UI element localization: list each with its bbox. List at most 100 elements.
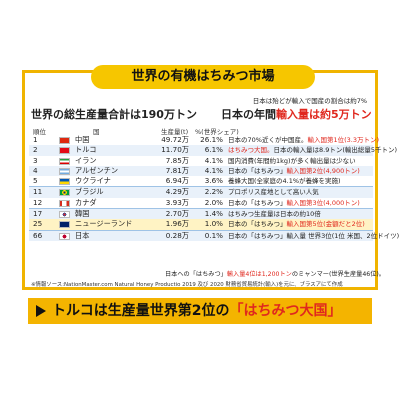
table-row: 2 トルコ 11.70万 6.1% はちみつ大国。日本の輸入量は8.9トン(輸出… bbox=[29, 145, 397, 156]
rank: 17 bbox=[33, 209, 43, 219]
country-header: 国 bbox=[93, 128, 100, 136]
share: 1.0% bbox=[204, 219, 223, 229]
comment: 国内消費(年間約1kg)が多く輸出量は少ない bbox=[228, 156, 356, 165]
production-header: 生産量(t) bbox=[161, 128, 189, 136]
country: アルゼンチン bbox=[75, 165, 119, 175]
table-row: 25 ニュージーランド 1.96万 1.0% 日本の「はちみつ」輸入国第5位(金… bbox=[29, 219, 373, 230]
comment-highlight: はちみつ大国。 bbox=[228, 146, 274, 155]
production: 7.81万 bbox=[165, 165, 189, 175]
production: 4.29万 bbox=[165, 187, 189, 197]
rank: 3 bbox=[33, 155, 38, 165]
table-row: 11 ブラジル 4.29万 2.2% プロポリス産地として高い人気 bbox=[29, 186, 373, 198]
rank: 11 bbox=[33, 187, 43, 197]
country: イラン bbox=[75, 155, 97, 165]
ukraine-flag-icon bbox=[59, 178, 70, 186]
japan-import-note: 日本は殆どが輸入で国産の割合は約7% bbox=[252, 97, 367, 105]
japan-import-subtitle: 日本の年間輸入量は約5万トン bbox=[221, 106, 372, 122]
footnote-text: 日本への「はちみつ」 bbox=[165, 271, 227, 278]
share: 0.1% bbox=[204, 230, 223, 240]
rank: 12 bbox=[33, 197, 43, 207]
comment: プロポリス産地として高い人気 bbox=[228, 188, 319, 197]
banner-prefix: トルコは生産量世界第2位の bbox=[52, 303, 230, 319]
comment-highlight: 輸入国第2位(4,900トン) bbox=[286, 166, 360, 175]
world-production-subtitle: 世界の総生産量合計は190万トン bbox=[31, 108, 197, 121]
rank: 25 bbox=[33, 219, 43, 229]
production: 49.72万 bbox=[161, 135, 189, 144]
share: 3.6% bbox=[204, 176, 223, 186]
korea-flag-icon bbox=[59, 211, 70, 219]
japan-flag-icon bbox=[59, 232, 70, 240]
rank: 1 bbox=[33, 135, 38, 144]
comment-text: 日本の70%近くが中国産。 bbox=[228, 136, 308, 144]
rank: 4 bbox=[33, 165, 38, 175]
rank: 66 bbox=[33, 230, 43, 240]
comment: 日本の「はちみつ」輸入国第2位(4,900トン) bbox=[228, 166, 360, 176]
comment: 日本の「はちみつ」輸入量 世界3位(1位 米国、2位ドイツ) bbox=[228, 231, 400, 240]
table-row: 17 韓国 2.70万 1.4% はちみつ生産量は日本の約10倍 bbox=[29, 208, 373, 220]
bottom-banner: トルコは生産量世界第2位の「はちみつ大国」 bbox=[28, 298, 372, 324]
share: 2.2% bbox=[204, 187, 223, 197]
country: ブラジル bbox=[75, 187, 104, 197]
share: 4.1% bbox=[204, 165, 223, 175]
ranking-table: 1 中国 49.72万 26.1% 日本の70%近くが中国産。輸入国第1位(3.… bbox=[29, 135, 399, 241]
footnote-highlight: 輸入量4位は1,200トン bbox=[226, 271, 292, 278]
comment: はちみつ生産量は日本の約10倍 bbox=[228, 210, 321, 219]
comment: 日本の「はちみつ」輸入国第5位(金額だと2位) bbox=[228, 219, 365, 229]
source-note: ※情報ソース:NationMaster.com Natural Honey Pr… bbox=[31, 282, 343, 288]
production: 6.94万 bbox=[165, 176, 189, 186]
iran-flag-icon bbox=[59, 157, 70, 165]
china-flag-icon bbox=[59, 137, 70, 144]
rank: 5 bbox=[33, 176, 38, 186]
comment-highlight: 輸入国第1位(3.3万トン) bbox=[307, 136, 379, 144]
comment: 日本の「はちみつ」輸入国第3位(4,000トン) bbox=[228, 198, 360, 208]
country: 韓国 bbox=[75, 209, 90, 219]
country: ウクライナ bbox=[75, 176, 111, 186]
country: カナダ bbox=[75, 197, 97, 207]
share: 6.1% bbox=[204, 145, 223, 155]
comment-highlight: 輸入国第5位(金額だと2位) bbox=[286, 220, 365, 229]
production: 11.70万 bbox=[161, 145, 189, 155]
rank: 2 bbox=[33, 145, 38, 155]
country: 日本 bbox=[75, 230, 90, 240]
comment-text: 日本の「はちみつ」 bbox=[228, 220, 287, 229]
country: 中国 bbox=[75, 135, 90, 144]
footnote-text-after: のミャンマー(世界生産量46位)。 bbox=[291, 271, 385, 278]
comment-text: 日本の「はちみつ」 bbox=[228, 166, 287, 175]
play-arrow-icon bbox=[36, 305, 46, 317]
table-row: 66 日本 0.28万 0.1% 日本の「はちみつ」輸入量 世界3位(1位 米国… bbox=[29, 229, 399, 241]
comment: 養蜂大国(全家庭の4.1%が養蜂を実施) bbox=[228, 177, 341, 186]
comment-text: 日本の「はちみつ」 bbox=[228, 198, 287, 207]
rank-header: 順位 bbox=[33, 128, 46, 136]
canada-flag-icon bbox=[59, 199, 70, 207]
comment-highlight: 輸入国第3位(4,000トン) bbox=[286, 198, 360, 207]
banner-highlight: 「はちみつ大国」 bbox=[229, 303, 342, 319]
argentina-flag-icon bbox=[59, 167, 70, 175]
brazil-flag-icon bbox=[59, 189, 70, 197]
country: トルコ bbox=[75, 145, 97, 155]
production: 0.28万 bbox=[165, 230, 189, 240]
share: 26.1% bbox=[200, 135, 223, 144]
table-row: 4 アルゼンチン 7.81万 4.1% 日本の「はちみつ」輸入国第2位(4,90… bbox=[29, 165, 373, 177]
comment: はちみつ大国。日本の輸入量は8.9トン(輸出総量5千トン) bbox=[228, 145, 397, 155]
turkey-flag-icon bbox=[59, 147, 70, 155]
production: 7.85万 bbox=[165, 155, 189, 165]
share: 4.1% bbox=[204, 155, 223, 165]
honey-market-card: 世界の有機はちみつ市場 日本は殆どが輸入で国産の割合は約7% 世界の総生産量合計… bbox=[22, 65, 399, 290]
comment: 日本の70%近くが中国産。輸入国第1位(3.3万トン) bbox=[228, 135, 379, 145]
share-header: %(世界シェア) bbox=[195, 128, 239, 136]
table-row: 3 イラン 7.85万 4.1% 国内消費(年間約1kg)が多く輸出量は少ない bbox=[29, 156, 373, 166]
table-row: 5 ウクライナ 6.94万 3.6% 養蜂大国(全家庭の4.1%が養蜂を実施) bbox=[29, 176, 373, 186]
production: 3.93万 bbox=[165, 197, 189, 207]
myanmar-footnote: 日本への「はちみつ」輸入量4位は1,200トンのミャンマー(世界生産量46位)。 bbox=[165, 269, 385, 278]
country: ニュージーランド bbox=[75, 219, 133, 229]
production: 1.96万 bbox=[165, 219, 189, 229]
subtitle-prefix: 日本の年間 bbox=[221, 108, 276, 121]
share: 2.0% bbox=[204, 197, 223, 207]
table-row: 1 中国 49.72万 26.1% 日本の70%近くが中国産。輸入国第1位(3.… bbox=[29, 135, 379, 145]
comment-text: 日本の輸入量は8.9トン(輸出総量5千トン) bbox=[273, 146, 398, 155]
production: 2.70万 bbox=[165, 209, 189, 219]
table-row: 12 カナダ 3.93万 2.0% 日本の「はちみつ」輸入国第3位(4,000ト… bbox=[29, 198, 373, 208]
banner-text: トルコは生産量世界第2位の「はちみつ大国」 bbox=[52, 298, 341, 324]
share: 1.4% bbox=[204, 209, 223, 219]
new-zealand-flag-icon bbox=[59, 221, 70, 229]
